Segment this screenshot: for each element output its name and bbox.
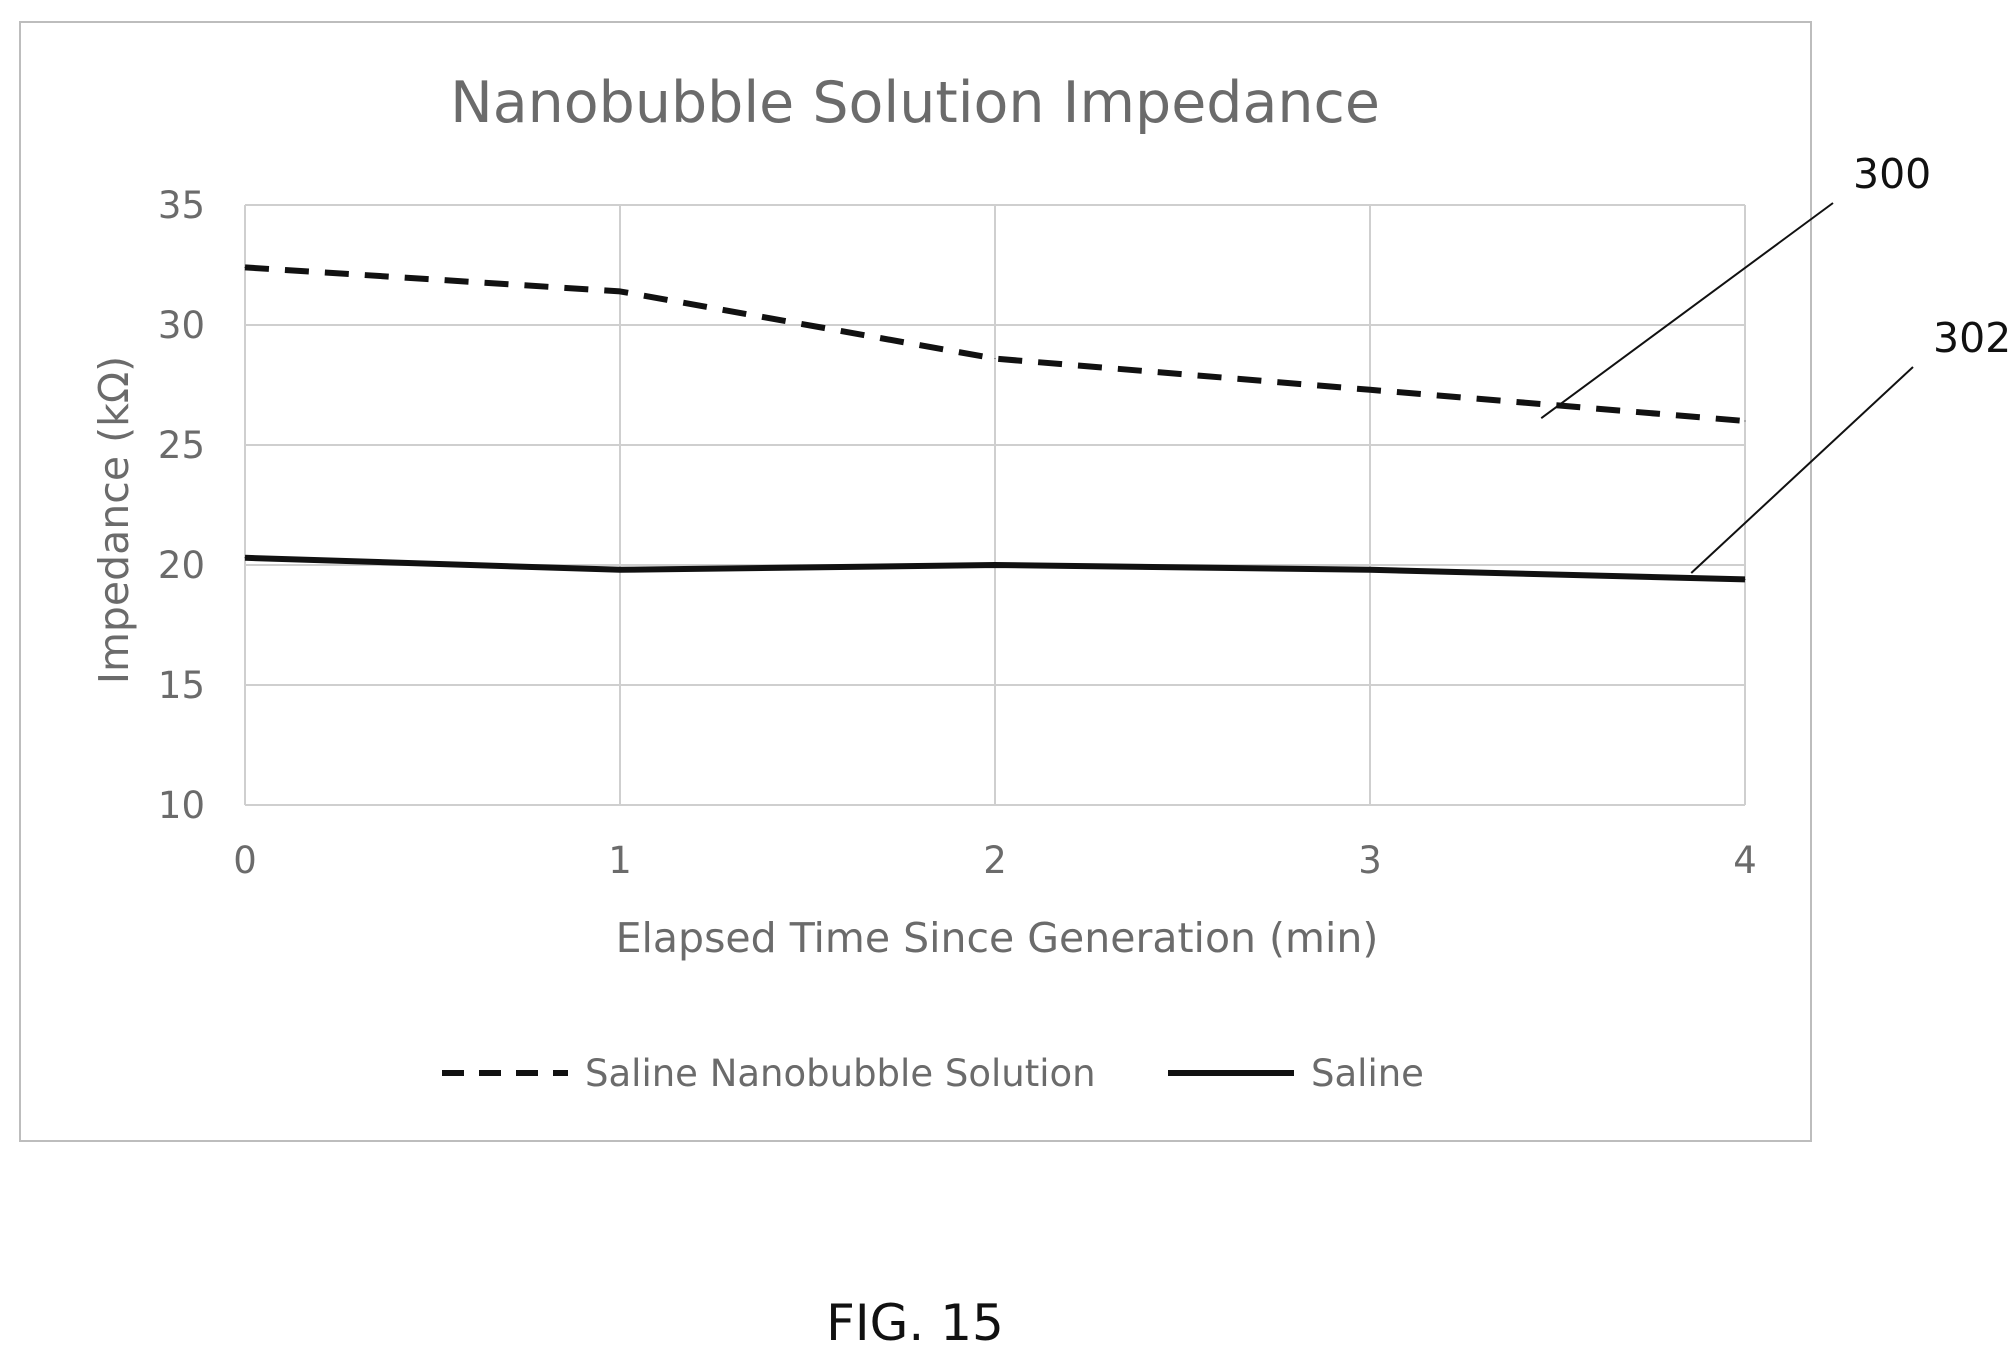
tick-labels: 10 15 20 25 30 35 0 1 2 3 4	[158, 184, 1757, 882]
data-point	[1744, 420, 1746, 422]
callout-label: 302	[1933, 314, 2011, 362]
data-point	[1369, 569, 1371, 571]
x-tick-label: 1	[608, 839, 632, 882]
y-tick-label: 20	[158, 544, 205, 587]
callout-leader-line	[1540, 202, 1834, 420]
data-point	[1744, 578, 1746, 580]
data-point	[619, 569, 621, 571]
y-tick-label: 10	[158, 784, 205, 827]
callout-label: 300	[1853, 150, 1931, 198]
x-tick-label: 4	[1733, 839, 1757, 882]
x-tick-label: 3	[1358, 839, 1382, 882]
legend-label: Saline	[1311, 1052, 1424, 1095]
x-axis-title: Elapsed Time Since Generation (min)	[616, 914, 1379, 962]
y-axis-title: Impedance (kΩ)	[90, 356, 138, 684]
y-tick-label: 15	[158, 664, 205, 707]
callout-leader-line	[1690, 366, 1914, 574]
legend: Saline Nanobubble Solution Saline	[442, 1052, 1424, 1095]
chart-area-border	[19, 21, 1812, 1142]
data-point	[994, 564, 996, 566]
y-tick-label: 35	[158, 184, 205, 227]
figure-label: FIG. 15	[826, 1294, 1004, 1352]
data-point	[994, 358, 996, 360]
x-tick-label: 0	[233, 839, 257, 882]
data-point	[244, 266, 246, 268]
series-lines	[244, 264, 1746, 583]
data-point	[1369, 389, 1371, 391]
x-tick-label: 2	[983, 839, 1007, 882]
series-line-1	[244, 264, 1746, 424]
legend-label: Saline Nanobubble Solution	[585, 1052, 1096, 1095]
chart-title: Nanobubble Solution Impedance	[450, 70, 1380, 136]
y-tick-label: 30	[158, 304, 205, 347]
data-point	[244, 557, 246, 559]
data-point	[619, 290, 621, 292]
callouts: 300 302	[1540, 150, 2011, 574]
y-tick-label: 25	[158, 424, 205, 467]
